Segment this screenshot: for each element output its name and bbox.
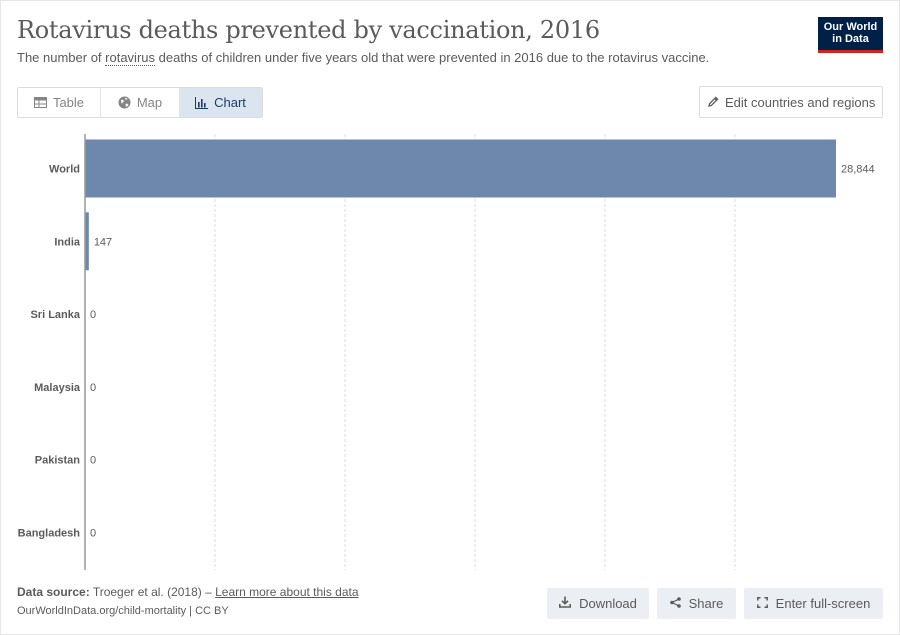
category-label: Bangladesh (18, 528, 81, 540)
owid-logo[interactable]: Our World in Data (818, 17, 883, 53)
download-icon (559, 596, 572, 611)
category-label: Pakistan (35, 455, 81, 467)
bar[interactable] (85, 212, 89, 271)
subtitle-suffix: deaths of children under five years old … (155, 50, 710, 65)
value-label: 0 (90, 309, 96, 321)
globe-icon (118, 96, 131, 109)
fullscreen-label: Enter full-screen (775, 596, 871, 611)
share-button[interactable]: Share (657, 588, 736, 619)
share-icon (669, 596, 681, 611)
tab-chart[interactable]: Chart (179, 88, 262, 117)
logo-line1: Our World (823, 21, 878, 33)
fullscreen-button[interactable]: Enter full-screen (744, 588, 883, 619)
value-label: 147 (94, 236, 112, 248)
value-label: 28,844 (841, 164, 875, 176)
tab-chart-label: Chart (214, 95, 246, 110)
rotavirus-term-link[interactable]: rotavirus (105, 50, 156, 66)
share-label: Share (688, 596, 724, 611)
tab-map[interactable]: Map (101, 88, 179, 117)
value-label: 0 (90, 528, 96, 540)
bar-chart-svg: World 28,844 India 147 Sri Lanka 0 Malaysia 0 Pa… (18, 134, 875, 570)
tab-table-label: Table (52, 95, 85, 110)
bar-chart-icon (195, 96, 209, 109)
bar-chart: World 28,844 India 147 Sri Lanka 0 Malaysia 0 Pa… (0, 128, 900, 574)
source-url[interactable]: OurWorldInData.org/child-mortality | CC … (17, 605, 229, 617)
chart-subtitle: The number of rotavirus deaths of childr… (17, 50, 710, 66)
bar[interactable] (85, 139, 836, 198)
edit-countries-button[interactable]: Edit countries and regions (699, 86, 883, 118)
category-label: Sri Lanka (30, 309, 80, 321)
expand-icon (756, 596, 768, 611)
category-label: India (54, 236, 81, 248)
edit-countries-label: Edit countries and regions (725, 94, 876, 110)
learn-more-link[interactable]: Learn more about this data (215, 585, 359, 599)
chart-title: Rotavirus deaths prevented by vaccinatio… (17, 16, 600, 44)
value-label: 0 (90, 455, 96, 467)
category-label: World (49, 164, 80, 176)
view-tabs: Table Map Chart (17, 87, 263, 118)
logo-line2: in Data (832, 33, 869, 45)
tab-map-label: Map (136, 95, 163, 110)
source-label: Data source: (17, 585, 90, 599)
download-label: Download (579, 596, 637, 611)
subtitle-prefix: The number of (17, 50, 106, 65)
tab-table[interactable]: Table (18, 88, 101, 117)
chart-footer: Data source: Troeger et al. (2018) – Lea… (17, 585, 359, 617)
table-icon (33, 97, 47, 108)
value-label: 0 (90, 382, 96, 394)
source-line: Data source: Troeger et al. (2018) – Lea… (17, 585, 359, 599)
pencil-icon (708, 95, 719, 110)
source-text: Troeger et al. (2018) – (89, 585, 216, 599)
download-button[interactable]: Download (547, 588, 649, 619)
category-label: Malaysia (34, 382, 81, 394)
